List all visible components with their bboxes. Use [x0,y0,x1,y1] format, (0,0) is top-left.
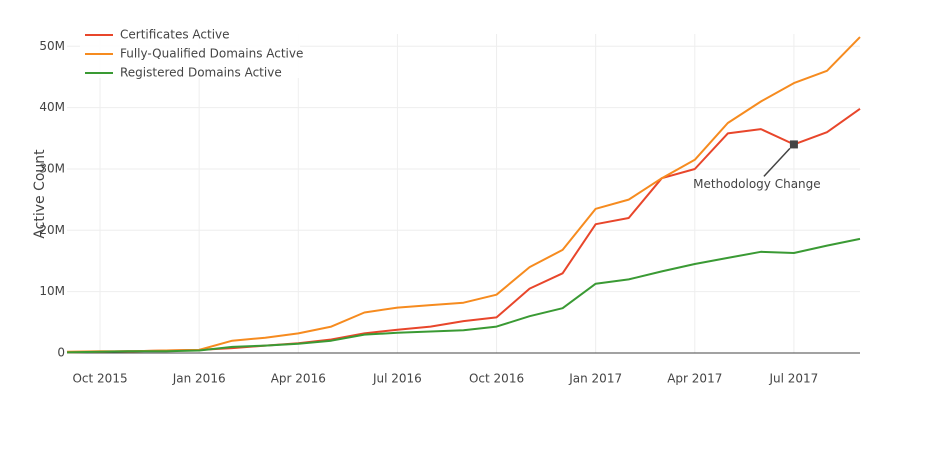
y-tick-label: 20M [39,223,65,237]
legend: Certificates Active Fully-Qualified Domai… [80,16,303,80]
x-tick-label: Oct 2015 [72,372,127,386]
legend-label: Certificates Active [120,28,230,42]
series-line [66,237,861,354]
x-tick-label: Jul 2017 [768,372,818,386]
x-tick-label: Jan 2017 [568,372,622,386]
y-tick-label: 30M [39,161,65,175]
annotation-arrow [763,147,791,177]
x-tick-label: Oct 2016 [469,372,524,386]
y-tick-label: 50M [39,39,65,53]
x-tick-label: Jan 2016 [172,372,226,386]
x-tick-label: Jul 2016 [372,372,422,386]
series-line [66,36,861,353]
y-tick-label: 40M [39,100,65,114]
x-tick-label: Apr 2017 [667,372,722,386]
y-tick-label: 0 [57,346,65,360]
y-tick-label: 10M [39,284,65,298]
legend-background [80,16,300,78]
annotation-text: Methodology Change [693,177,821,191]
legend-label: Registered Domains Active [120,66,282,80]
x-tick-label: Apr 2016 [271,372,326,386]
legend-label: Fully-Qualified Domains Active [120,47,303,61]
annotation-marker [789,140,798,149]
y-axis-title: Active Count [32,149,48,239]
